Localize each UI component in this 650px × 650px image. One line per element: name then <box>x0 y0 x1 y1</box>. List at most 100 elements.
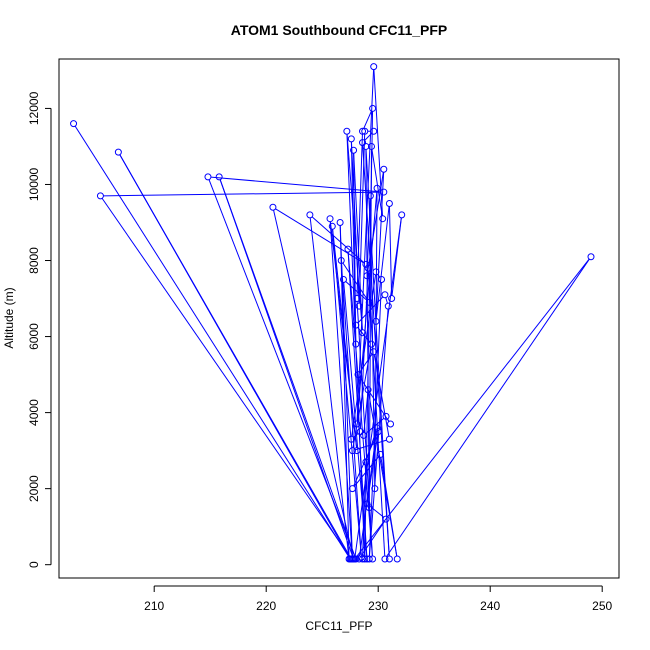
series-layer <box>70 63 595 563</box>
data-point <box>370 63 378 71</box>
data-point <box>348 555 356 563</box>
data-point <box>352 321 360 329</box>
data-point <box>372 268 380 276</box>
series-line-segment <box>366 172 384 273</box>
data-point <box>369 104 377 112</box>
series-line-segment <box>273 210 354 557</box>
data-point <box>369 555 377 563</box>
series-line-segment <box>367 271 386 557</box>
data-point <box>373 424 381 432</box>
series-line-segment <box>352 347 372 448</box>
data-point <box>587 253 595 261</box>
data-point <box>365 298 373 306</box>
data-point <box>351 555 359 563</box>
series-line-segment <box>374 191 378 486</box>
series-line-segment <box>357 327 370 343</box>
data-point <box>215 173 223 181</box>
data-point <box>365 504 373 512</box>
data-point <box>350 146 358 154</box>
data-point <box>355 302 363 310</box>
y-axis-label: Altitude (m) <box>2 287 16 348</box>
series-line-segment <box>103 191 381 197</box>
series-line-segment <box>375 206 390 319</box>
series-line-segment <box>359 430 378 557</box>
series-line-segment <box>353 456 379 487</box>
data-point <box>370 348 378 356</box>
data-point <box>380 188 388 196</box>
data-point <box>359 329 367 337</box>
y-tick-label: 6000 <box>27 323 41 350</box>
series-line-segment <box>380 457 398 557</box>
series-line-segment <box>363 392 369 433</box>
data-point <box>361 127 369 135</box>
series-line-segment <box>356 258 590 557</box>
data-point <box>374 428 382 436</box>
series-line-segment <box>354 217 402 557</box>
data-point <box>354 371 362 379</box>
data-point <box>381 291 389 299</box>
series-line-segment <box>350 141 357 342</box>
data-point <box>382 515 390 523</box>
data-point <box>385 435 393 443</box>
data-point <box>385 199 393 207</box>
y-tick-label: 4000 <box>27 399 41 426</box>
series-line-segment <box>101 198 351 557</box>
data-point <box>339 276 347 284</box>
series-line-segment <box>356 69 375 422</box>
data-point <box>360 431 368 439</box>
series-line-segment <box>356 191 378 422</box>
series-line-segment <box>375 172 385 319</box>
series-line-segment <box>385 297 388 304</box>
y-axis: 0 2000 4000 6000 8000 10000 12000 <box>27 91 52 568</box>
data-point <box>371 485 379 493</box>
data-point <box>328 222 336 230</box>
plot-frame <box>58 58 620 579</box>
series-line-segment <box>119 154 351 557</box>
series-line-segment <box>357 296 384 324</box>
data-point <box>393 555 401 563</box>
series-line-segment <box>340 263 362 555</box>
data-point <box>336 218 344 226</box>
series-line-segment <box>371 149 383 216</box>
series-line-segment <box>366 434 379 501</box>
data-point <box>347 435 355 443</box>
series-line-segment <box>219 179 354 557</box>
y-tick-label: 0 <box>27 561 41 568</box>
chart-title: ATOM1 Southbound CFC11_PFP <box>231 22 448 38</box>
x-tick-label: 210 <box>144 599 164 613</box>
series-line-segment <box>359 353 373 373</box>
series-line-segment <box>309 217 350 557</box>
data-point <box>373 184 381 192</box>
data-point <box>363 272 371 280</box>
data-point <box>380 165 388 173</box>
y-tick-label: 10000 <box>27 167 41 201</box>
y-tick-label: 2000 <box>27 475 41 502</box>
series-line-segment <box>355 439 387 451</box>
series-line-segment <box>350 141 360 304</box>
series-line-segment <box>373 354 390 437</box>
data-point <box>387 420 395 428</box>
series-line-segment <box>377 274 381 278</box>
series-line-segment <box>339 225 350 557</box>
data-point <box>352 340 360 348</box>
x-tick-label: 220 <box>256 599 276 613</box>
data-point <box>337 257 345 265</box>
data-point <box>366 192 374 200</box>
data-point <box>347 135 355 143</box>
data-point <box>70 120 78 128</box>
data-point <box>382 412 390 420</box>
x-axis: 210 220 230 240 250 <box>144 585 613 613</box>
data-point <box>344 245 352 253</box>
data-point <box>388 295 396 303</box>
y-tick-label: 12000 <box>27 91 41 125</box>
data-point <box>359 127 367 135</box>
series-line-segment <box>363 110 372 129</box>
data-point <box>306 211 314 219</box>
data-point <box>326 215 334 223</box>
data-point <box>359 555 367 563</box>
data-point <box>96 192 104 200</box>
data-point <box>269 203 277 211</box>
series-line-segment <box>353 433 359 438</box>
data-point <box>353 447 361 455</box>
